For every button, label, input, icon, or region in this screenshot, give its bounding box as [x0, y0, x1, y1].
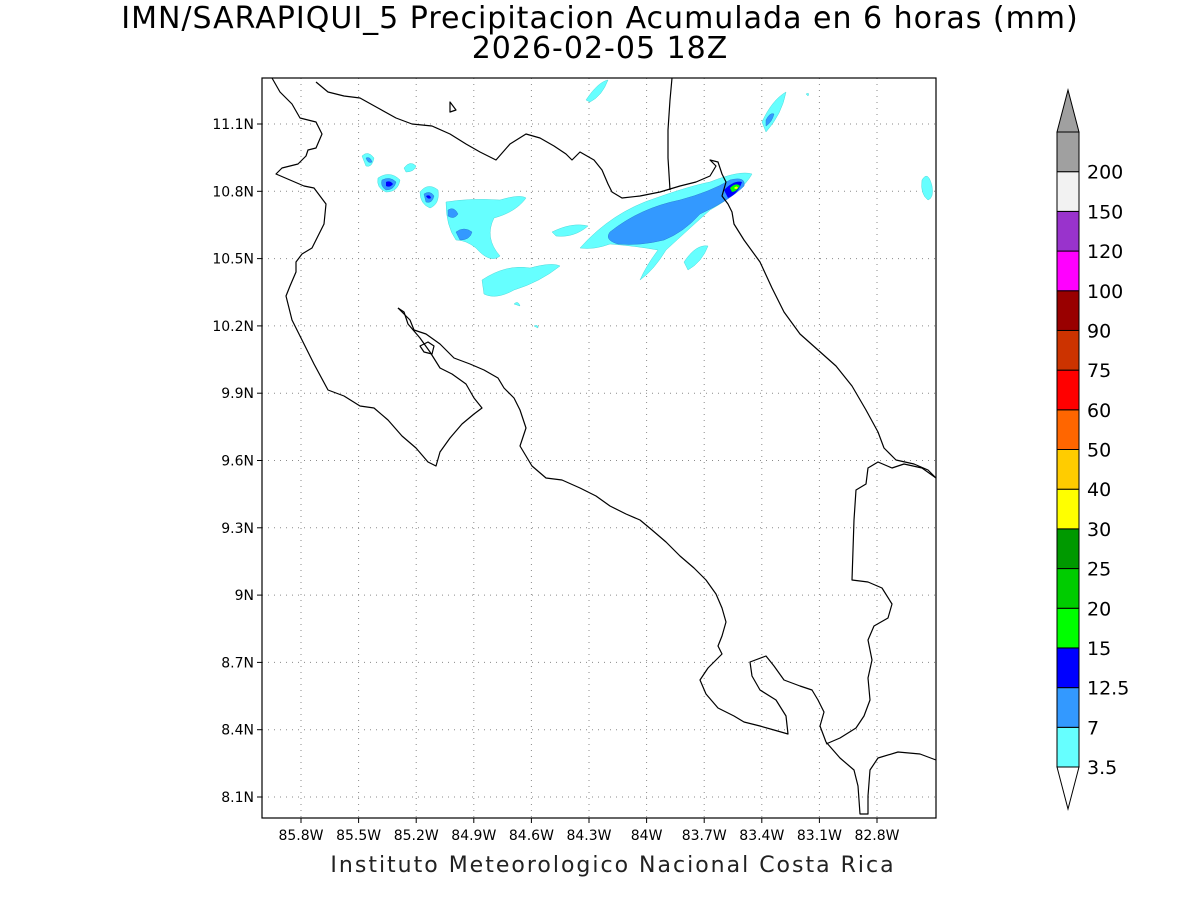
lon-tick-label: 84.3W — [566, 828, 611, 844]
lon-tick-label: 85.2W — [394, 828, 439, 844]
colorbar-label: 75 — [1087, 360, 1111, 382]
lat-tick-label: 11.1N — [212, 117, 254, 133]
colorbar-label: 150 — [1087, 201, 1123, 223]
colorbar-min-arrow — [1056, 766, 1080, 811]
colorbar-label: 25 — [1087, 559, 1111, 581]
lon-tick-label: 84.6W — [509, 828, 554, 844]
lat-tick-label: 9.6N — [221, 454, 254, 470]
lon-tick-label: 83.1W — [797, 828, 842, 844]
colorbar-max-arrow — [1056, 88, 1080, 133]
colorbar-swatch — [1056, 607, 1080, 649]
colorbar-swatch — [1056, 647, 1080, 689]
lat-tick-label: 9.9N — [221, 386, 254, 402]
longitude-axis: 85.8W 85.5W 85.2W 84.9W 84.6W 84.3W 84W 83.7W 83… — [278, 818, 900, 844]
map-title: IMN/SARAPIQUI_5 Precipitacion Acumulada … — [121, 1, 1079, 36]
colorbar-swatch — [1056, 329, 1080, 371]
lon-tick-label: 83.4W — [739, 828, 784, 844]
coastline-borders — [271, 77, 937, 815]
precip-band-3.5 — [361, 79, 933, 329]
colorbar-label: 200 — [1087, 162, 1123, 184]
lon-tick-label: 85.8W — [278, 828, 323, 844]
colorbar-swatch — [1056, 250, 1080, 292]
lon-tick-label: 82.8W — [854, 828, 899, 844]
lat-tick-label: 8.4N — [221, 723, 254, 739]
lat-tick-label: 8.1N — [221, 790, 254, 806]
colorbar-swatch — [1056, 409, 1080, 450]
lat-tick-label: 10.8N — [212, 184, 254, 200]
precipitation-field — [361, 79, 933, 329]
colorbar-label: 3.5 — [1087, 757, 1117, 779]
colorbar-swatch — [1056, 687, 1080, 728]
lon-tick-label: 84W — [631, 828, 663, 844]
colorbar-swatch — [1056, 171, 1080, 212]
lon-tick-label: 84.9W — [451, 828, 496, 844]
lat-tick-label: 8.7N — [221, 655, 254, 671]
map-frame — [261, 77, 937, 819]
colorbar-swatch — [1056, 568, 1080, 609]
colorbar-swatch — [1056, 726, 1080, 768]
colorbar-label: 40 — [1087, 479, 1111, 501]
precip-band-30 — [734, 186, 738, 189]
colorbar-label: 100 — [1087, 281, 1123, 303]
colorbar-swatch — [1056, 449, 1080, 490]
colorbar-swatch — [1056, 488, 1080, 530]
colorbar-swatch — [1056, 369, 1080, 411]
lat-tick-label: 9.3N — [221, 521, 254, 537]
colorbar-label: 120 — [1087, 241, 1123, 263]
grid-lines — [262, 78, 936, 818]
colorbar-label: 60 — [1087, 400, 1111, 422]
lon-tick-label: 85.5W — [336, 828, 381, 844]
precip-band-7 — [365, 113, 775, 245]
map-datetime: 2026-02-05 18Z — [471, 31, 729, 66]
colorbar-label: 50 — [1087, 440, 1111, 462]
footer-credit: Instituto Meteorologico Nacional Costa R… — [330, 853, 896, 878]
latitude-axis: 11.1N 10.8N 10.5N 10.2N 9.9N 9.6N 9.3N 9N 8.7N 8.… — [212, 117, 262, 806]
colorbar-label: 7 — [1087, 717, 1099, 739]
lat-tick-label: 10.5N — [212, 252, 254, 268]
lat-tick-label: 9N — [235, 588, 254, 604]
colorbar-label: 12.5 — [1087, 678, 1129, 700]
lon-tick-label: 83.7W — [682, 828, 727, 844]
colorbar-legend: 3.5 7 12.5 15 20 25 30 40 50 60 75 90 100 120 150 200 — [1056, 88, 1129, 811]
colorbar-label: 90 — [1087, 320, 1111, 342]
colorbar-label: 30 — [1087, 519, 1111, 541]
colorbar-label: 15 — [1087, 638, 1111, 660]
colorbar-swatch — [1056, 210, 1080, 252]
colorbar-swatch — [1056, 131, 1080, 173]
colorbar-swatch — [1056, 528, 1080, 570]
colorbar-label: 20 — [1087, 598, 1111, 620]
colorbar-swatch — [1056, 290, 1080, 331]
lat-tick-label: 10.2N — [212, 319, 254, 335]
